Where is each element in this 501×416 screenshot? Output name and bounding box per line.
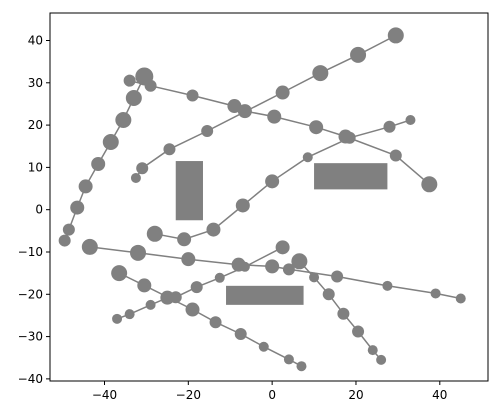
series-0-point-7	[125, 90, 142, 107]
y-tick-label-1: −30	[18, 330, 43, 344]
series-4-point-9	[455, 293, 466, 304]
series-2-point-6	[350, 46, 367, 63]
series-1-point-3	[227, 99, 242, 114]
series-3-point-3	[235, 198, 250, 213]
series-4-point-8	[430, 288, 441, 299]
series-7	[291, 253, 387, 365]
y-tick-label-7: 30	[28, 76, 43, 90]
series-1-point-6	[309, 120, 324, 135]
series-5	[111, 265, 307, 372]
series-3-point-0	[146, 225, 163, 242]
series-1-point-0	[123, 74, 136, 87]
series-6-point-7	[239, 261, 250, 272]
rectangle-2	[226, 285, 304, 305]
series-3-point-6	[343, 131, 356, 144]
series-1-line	[129, 79, 430, 185]
x-tick-label-1: −20	[176, 388, 201, 402]
series-1-point-5	[267, 109, 282, 124]
rectangle-0	[175, 161, 203, 221]
series-2-point-2	[163, 143, 176, 156]
series-6-point-5	[190, 281, 203, 294]
series-3-point-8	[405, 115, 416, 126]
series-7-point-0	[291, 253, 308, 270]
series-2-point-4	[275, 85, 290, 100]
series-4-point-4	[265, 259, 280, 274]
series-1-point-8	[389, 149, 402, 162]
series-4-point-5	[282, 263, 295, 276]
series-2-point-7	[387, 27, 404, 44]
series-0-point-4	[91, 157, 106, 172]
series-6-point-8	[275, 240, 290, 255]
y-tick-label-8: 40	[28, 33, 43, 47]
series-7-point-2	[322, 288, 335, 301]
series-4	[81, 238, 466, 304]
series-4-line	[89, 246, 461, 300]
series-6	[112, 240, 290, 324]
series-5-point-6	[283, 354, 294, 365]
series-6-point-0	[112, 313, 123, 324]
axes-layer: −40 −20 0 20 40 −40 −30 −20 −10 0 10 20 30 40	[18, 12, 489, 402]
series-2-point-1	[136, 162, 149, 175]
series-3	[146, 115, 416, 247]
series-5-point-7	[296, 361, 307, 372]
series-4-point-0	[81, 238, 98, 255]
series-7-point-3	[337, 307, 350, 320]
series-2-point-0	[130, 172, 141, 183]
series-6-point-6	[214, 272, 225, 283]
series-0-point-5	[102, 134, 119, 151]
series-2-point-3	[201, 125, 214, 138]
series-4-point-2	[181, 252, 196, 267]
y-tick-label-6: 20	[28, 118, 43, 132]
series-6-point-2	[145, 299, 156, 310]
series-3-point-5	[302, 152, 313, 163]
y-tick-label-5: 10	[28, 160, 43, 174]
rectangle-1	[314, 163, 388, 190]
series-7-point-6	[376, 354, 387, 365]
series-5-point-2	[185, 302, 200, 317]
series-3-point-4	[265, 174, 280, 189]
series-7-point-5	[367, 345, 378, 356]
series-4-point-7	[382, 280, 393, 291]
y-tick-label-0: −40	[18, 372, 43, 386]
series-3-point-1	[177, 232, 192, 247]
series-5-point-5	[258, 341, 269, 352]
series-0-point-2	[70, 200, 85, 215]
series-7-point-1	[309, 272, 320, 283]
x-tick-label-0: −40	[92, 388, 117, 402]
series-6-point-4	[169, 291, 182, 304]
series-1-point-1	[144, 79, 157, 92]
series-0	[58, 67, 154, 247]
x-tick-label-4: 40	[432, 388, 447, 402]
series-1-point-2	[186, 89, 199, 102]
series-2-point-5	[312, 65, 329, 82]
series-7-point-4	[352, 325, 365, 338]
y-tick-label-2: −20	[18, 287, 43, 301]
series-0-point-0	[58, 234, 71, 247]
series-3-point-7	[383, 120, 396, 133]
series-4-point-6	[331, 270, 344, 283]
series-5-point-4	[234, 328, 247, 341]
series-5-point-3	[209, 316, 222, 329]
rectangles-layer	[175, 161, 388, 305]
series-layer	[58, 27, 466, 372]
y-tick-label-3: −10	[18, 245, 43, 259]
series-4-point-1	[130, 244, 147, 261]
series-0-point-3	[78, 179, 93, 194]
series-0-point-1	[62, 223, 75, 236]
series-5-point-1	[137, 278, 152, 293]
series-0-point-6	[115, 112, 132, 129]
series-5-point-0	[111, 265, 128, 282]
series-1-point-9	[421, 176, 438, 193]
plot-frame	[49, 12, 489, 382]
x-tick-label-2: 0	[268, 388, 276, 402]
y-tick-label-4: 0	[35, 203, 43, 217]
series-6-point-1	[124, 309, 135, 320]
series-3-point-2	[206, 222, 221, 237]
series-2	[130, 27, 404, 183]
x-tick-label-3: 20	[348, 388, 363, 402]
